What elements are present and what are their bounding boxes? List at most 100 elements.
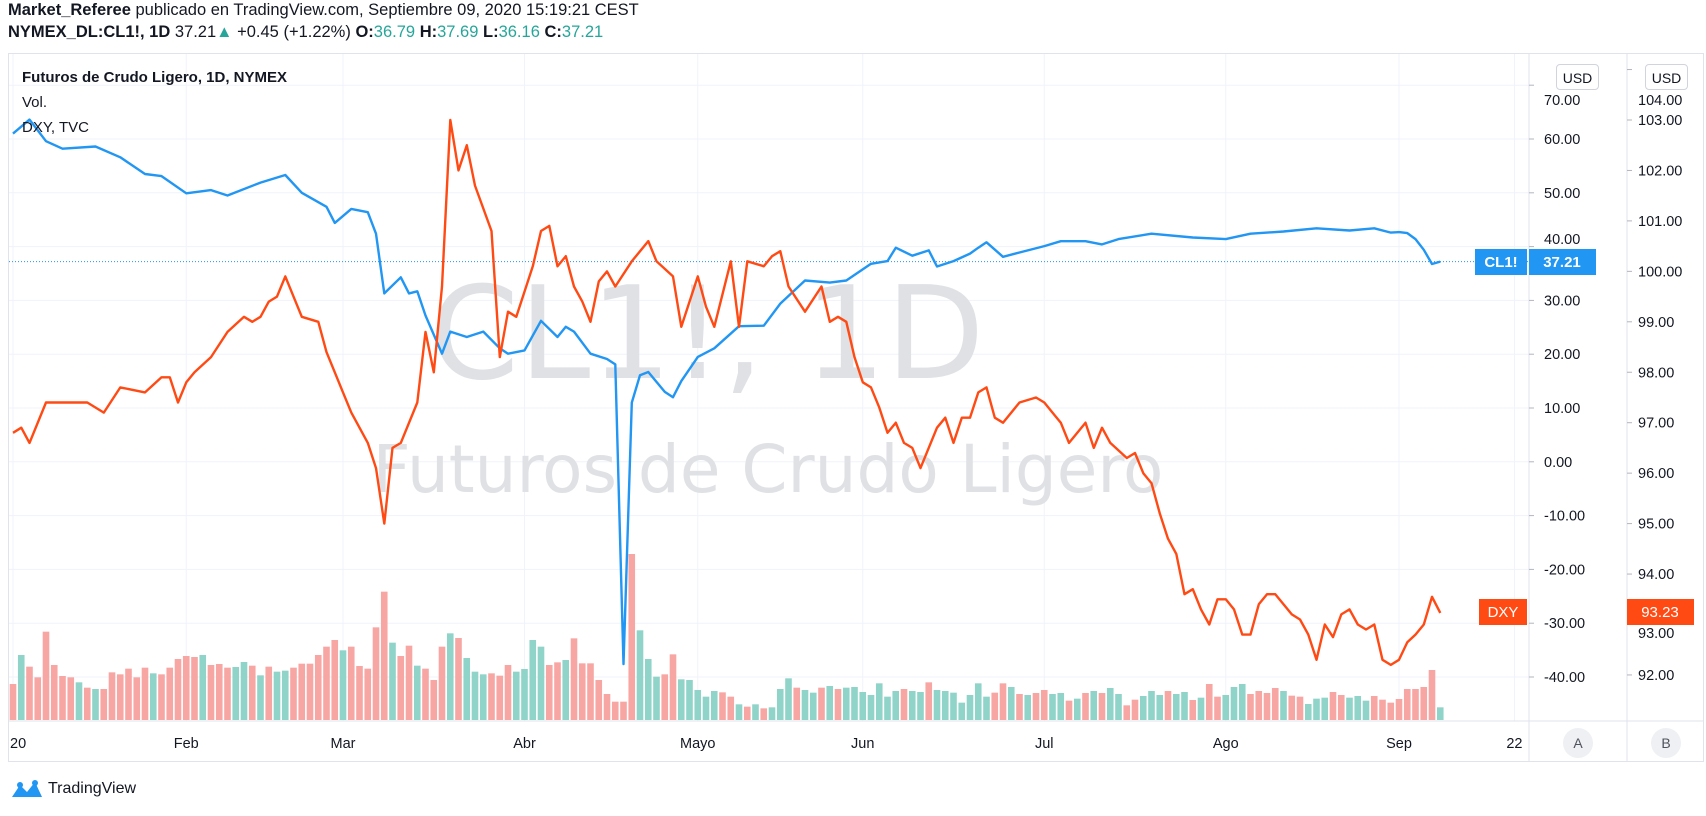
tradingview-branding[interactable]: TradingView [10,779,136,799]
volume-bar [1040,690,1048,720]
volume-bar [603,694,611,720]
volume-bar [1412,689,1419,720]
legend-dxy[interactable]: DXY, TVC [22,119,89,136]
volume-bar [1016,694,1023,720]
volume-bar [983,696,990,720]
volume-bar [851,687,858,720]
volume-bar [1304,704,1312,720]
time-axis-label: 20 [10,736,26,752]
volume-bar [372,627,380,720]
time-axis-label: Mar [331,736,356,752]
volume-bar [620,701,627,720]
volume-bar [570,638,578,720]
volume-bar [644,659,652,720]
left-axis-label: 60.00 [1544,132,1580,148]
chart-frame [8,53,1704,762]
volume-bar [191,657,198,720]
volume-bar [529,640,537,720]
volume-bar [59,676,66,720]
volume-bar [719,692,726,720]
volume-bar [1106,688,1114,720]
close-label: C: [544,23,562,41]
left-axis-label: 20.00 [1544,347,1580,363]
volume-bar [174,659,182,720]
volume-bar [1263,693,1271,720]
scale-a-button[interactable]: A [1563,728,1593,758]
volume-bar [958,702,966,720]
volume-bar [1288,695,1296,720]
volume-bar [389,642,396,720]
right-axis-label: 97.00 [1638,416,1674,432]
volume-bar [26,666,33,720]
volume-bar [1436,707,1444,720]
low-label: L: [483,23,499,41]
volume-bar [1329,692,1337,720]
volume-bar [661,674,669,720]
volume-bar [1255,691,1263,720]
right-axis-label: 93.00 [1638,626,1674,642]
publish-info: Market_Referee publicado en TradingView.… [8,1,639,20]
left-currency-button[interactable]: USD [1556,64,1599,90]
volume-bar [892,691,900,720]
volume-bar [298,663,306,720]
volume-bar [380,591,388,720]
right-axis-label: 96.00 [1638,466,1674,482]
right-currency-button[interactable]: USD [1645,64,1688,90]
volume-bar [306,663,314,720]
volume-bar [314,655,322,720]
right-axis-label: 95.00 [1638,517,1674,533]
right-axis-label: 92.00 [1638,668,1674,684]
left-axis-label: -20.00 [1544,562,1585,578]
volume-bar [257,675,264,720]
open-label: O: [355,23,374,41]
right-axis-label: 98.00 [1638,365,1674,381]
series-lines [9,118,1529,667]
legend-main-series[interactable]: Futuros de Crudo Ligero, 1D, NYMEX [22,69,288,86]
volume-bar [1057,693,1065,720]
volume-bar [842,687,850,720]
time-axis-label: 22 [1506,736,1522,752]
volume-bar [215,664,223,720]
scale-b-button[interactable]: B [1651,728,1681,758]
volume-bar [413,665,421,720]
cl1-series-line[interactable] [12,118,1441,666]
time-axis-label: Feb [174,736,199,752]
legend-volume[interactable]: Vol. [22,94,48,111]
volume-bar [1197,697,1205,720]
volume-bar [1222,695,1230,720]
dxy-series-line[interactable] [12,118,1442,667]
volume-bar [17,655,25,720]
volume-bar [1271,688,1279,720]
volume-bar [92,689,99,720]
right-axis-label: 99.00 [1638,315,1674,331]
volume-bar [776,689,784,720]
volume-bar [785,678,792,720]
price-change: +0.45 (+1.22%) [237,23,351,41]
volume-bar [42,631,50,720]
published-text: publicado en TradingView.com, Septiembre… [135,1,639,19]
volume-bar [1148,691,1155,720]
volume-bar [1247,694,1254,720]
volume-bar [488,673,495,720]
up-arrow-icon: ▲ [216,23,233,41]
author-name[interactable]: Market_Referee [8,1,131,19]
volume-bar [1123,705,1131,720]
volume-bar [149,673,157,720]
volume-bar [1131,699,1139,720]
last-price: 37.21 [174,23,217,41]
volume-bar [710,691,718,720]
right-price-axis[interactable]: 104.00 103.00 102.00 101.00 100.00 99.00 98.00… [1627,69,1682,684]
volume-bar [199,655,207,720]
volume-bar [908,691,916,720]
time-axis-label: Abr [513,736,536,752]
time-axis[interactable]: 20 Feb Mar Abr Mayo Jun Jul Ago Sep 22 [10,736,1523,752]
left-price-axis[interactable]: 70.00 60.00 50.00 40.00 30.00 20.00 10.00 0.00 -… [1529,84,1585,686]
volume-bar [248,665,256,720]
volume-bar [1428,670,1436,720]
volume-bar [653,676,660,720]
volume-bar [9,684,17,720]
volume-bar [67,677,75,720]
volume-bar [752,704,759,720]
volume-bar [158,674,165,720]
